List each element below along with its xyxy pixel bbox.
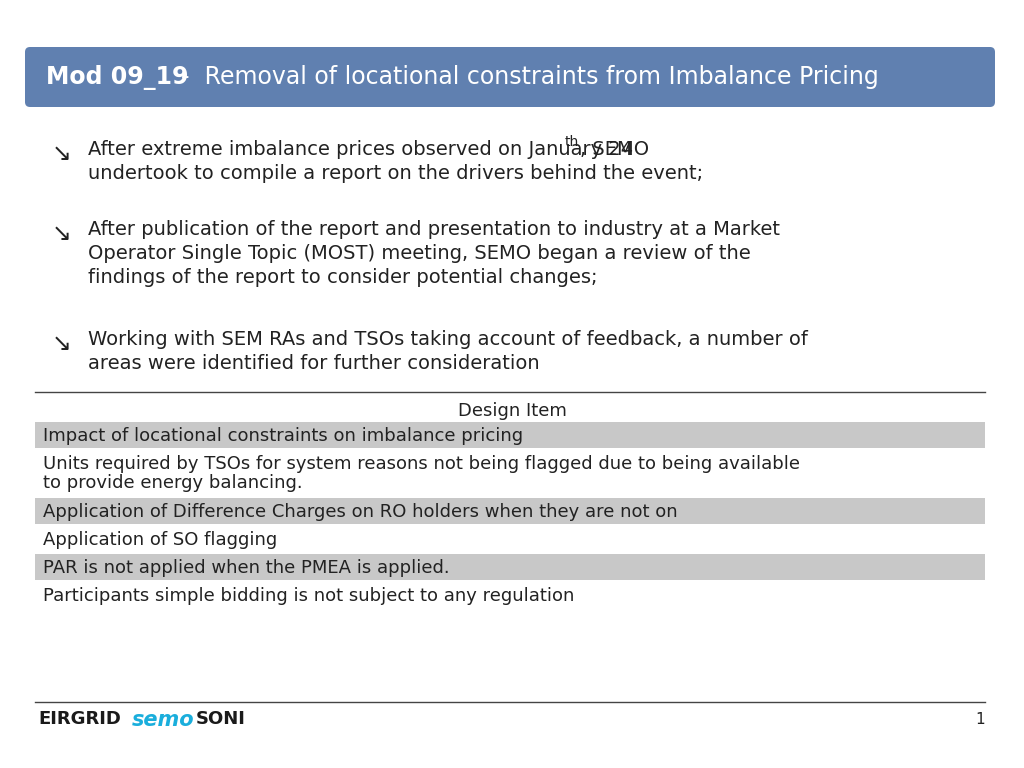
Text: th: th xyxy=(565,135,580,149)
Text: , SEMO: , SEMO xyxy=(580,140,649,159)
Text: Participants simple bidding is not subject to any regulation: Participants simple bidding is not subje… xyxy=(43,587,574,605)
Text: Impact of locational constraints on imbalance pricing: Impact of locational constraints on imba… xyxy=(43,427,523,445)
Text: Mod 09_19: Mod 09_19 xyxy=(46,65,188,90)
Text: Application of Difference Charges on RO holders when they are not on: Application of Difference Charges on RO … xyxy=(43,503,678,521)
Text: ↘: ↘ xyxy=(52,332,72,356)
Text: findings of the report to consider potential changes;: findings of the report to consider poten… xyxy=(88,268,597,287)
Text: After extreme imbalance prices observed on January 24: After extreme imbalance prices observed … xyxy=(88,140,633,159)
FancyBboxPatch shape xyxy=(25,47,995,107)
Bar xyxy=(35,498,985,524)
Bar xyxy=(35,554,985,580)
Text: ↘: ↘ xyxy=(52,222,72,246)
Text: Operator Single Topic (MOST) meeting, SEMO began a review of the: Operator Single Topic (MOST) meeting, SE… xyxy=(88,244,751,263)
Text: areas were identified for further consideration: areas were identified for further consid… xyxy=(88,354,540,373)
Text: Working with SEM RAs and TSOs taking account of feedback, a number of: Working with SEM RAs and TSOs taking acc… xyxy=(88,330,808,349)
Text: semo: semo xyxy=(132,710,195,730)
Text: to provide energy balancing.: to provide energy balancing. xyxy=(43,474,303,492)
Text: Application of SO flagging: Application of SO flagging xyxy=(43,531,278,549)
Text: EIRGRID: EIRGRID xyxy=(38,710,121,728)
Text: ↘: ↘ xyxy=(52,142,72,166)
Text: -  Removal of locational constraints from Imbalance Pricing: - Removal of locational constraints from… xyxy=(166,65,879,89)
Text: 1: 1 xyxy=(976,712,985,727)
Text: Design Item: Design Item xyxy=(458,402,566,420)
Text: Units required by TSOs for system reasons not being flagged due to being availab: Units required by TSOs for system reason… xyxy=(43,455,800,473)
Text: undertook to compile a report on the drivers behind the event;: undertook to compile a report on the dri… xyxy=(88,164,703,183)
Text: SONI: SONI xyxy=(196,710,246,728)
Text: After publication of the report and presentation to industry at a Market: After publication of the report and pres… xyxy=(88,220,780,239)
Bar xyxy=(35,422,985,448)
Text: PAR is not applied when the PMEA is applied.: PAR is not applied when the PMEA is appl… xyxy=(43,559,450,577)
